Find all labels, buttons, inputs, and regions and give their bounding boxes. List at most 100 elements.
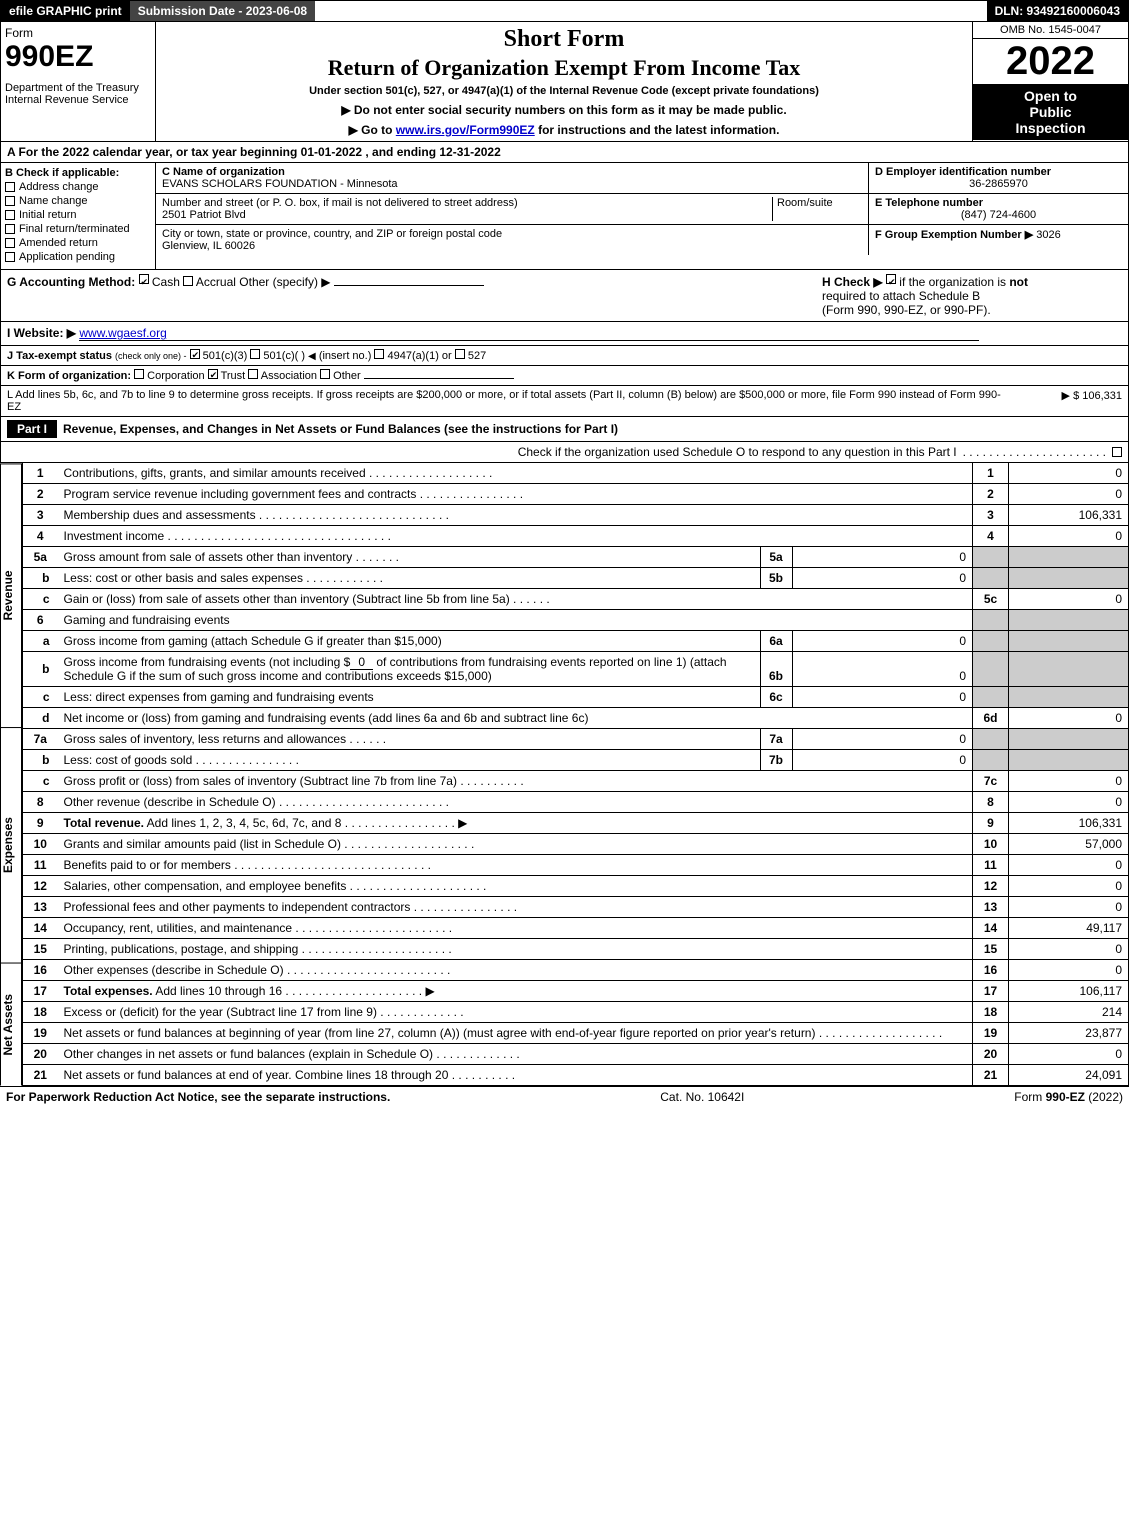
footer-right: Form 990-EZ (2022) [1014, 1090, 1123, 1104]
section-k-org-type: K Form of organization: Corporation Trus… [0, 366, 1129, 386]
efile-label: efile GRAPHIC print [1, 1, 130, 21]
checkbox-icon[interactable] [5, 182, 15, 192]
table-row: aGross income from gaming (attach Schedu… [23, 631, 1129, 652]
submission-date: Submission Date - 2023-06-08 [130, 1, 315, 21]
table-row: 8Other revenue (describe in Schedule O) … [23, 792, 1129, 813]
d-label: D Employer identification number [875, 166, 1122, 178]
check-final-return[interactable]: Final return/terminated [5, 223, 151, 235]
org-name: EVANS SCHOLARS FOUNDATION - Minnesota [162, 178, 862, 190]
check-app-pending[interactable]: Application pending [5, 251, 151, 263]
table-row: 3Membership dues and assessments . . . .… [23, 505, 1129, 526]
table-row: cGain or (loss) from sale of assets othe… [23, 589, 1129, 610]
section-l-gross-receipts: L Add lines 5b, 6c, and 7b to line 9 to … [0, 386, 1129, 417]
side-net-assets: Net Assets [0, 963, 22, 1086]
street-block: Number and street (or P. O. box, if mail… [156, 194, 868, 225]
checkbox-trust-icon[interactable] [208, 369, 218, 379]
instr-goto: ▶ Go to www.irs.gov/Form990EZ for instru… [160, 123, 968, 137]
d-ein-block: D Employer identification number 36-2865… [869, 163, 1128, 194]
top-bar: efile GRAPHIC print Submission Date - 20… [0, 0, 1129, 22]
header-right: OMB No. 1545-0047 2022 Open to Public In… [973, 22, 1128, 141]
footer-center: Cat. No. 10642I [660, 1090, 744, 1104]
part-1-check-line: Check if the organization used Schedule … [0, 442, 1129, 463]
city-block: City or town, state or province, country… [156, 225, 868, 255]
check-initial-return[interactable]: Initial return [5, 209, 151, 221]
table-row: 9Total revenue. Add lines 1, 2, 3, 4, 5c… [23, 813, 1129, 834]
subtitle: Under section 501(c), 527, or 4947(a)(1)… [160, 85, 968, 97]
f-group-block: F Group Exemption Number ▶ 3026 [869, 225, 1128, 244]
table-row: 18Excess or (deficit) for the year (Subt… [23, 1002, 1129, 1023]
checkbox-accrual-icon[interactable] [183, 276, 193, 286]
page-footer: For Paperwork Reduction Act Notice, see … [0, 1086, 1129, 1107]
b-label: B Check if applicable: [5, 167, 151, 179]
instr-pre: ▶ Go to [349, 123, 396, 137]
instr-ssn: ▶ Do not enter social security numbers o… [160, 103, 968, 117]
form-label: Form [5, 26, 151, 40]
g-accounting: G Accounting Method: Cash Accrual Other … [7, 274, 484, 289]
form-number: 990EZ [5, 40, 151, 74]
h-schedule-b: H Check ▶ if the organization is not req… [822, 274, 1122, 317]
city-value: Glenview, IL 60026 [162, 240, 862, 252]
part-1-title: Revenue, Expenses, and Changes in Net As… [63, 422, 618, 436]
check-address-change[interactable]: Address change [5, 181, 151, 193]
checkbox-527-icon[interactable] [455, 349, 465, 359]
checkbox-icon[interactable] [5, 210, 15, 220]
other-org-input[interactable] [364, 378, 514, 379]
section-i-website: I Website: ▶ www.wgaesf.org [0, 322, 1129, 346]
table-row: 13Professional fees and other payments t… [23, 897, 1129, 918]
part-1-header: Part I Revenue, Expenses, and Changes in… [0, 417, 1129, 442]
check-name-change[interactable]: Name change [5, 195, 151, 207]
public: Public [977, 104, 1124, 120]
checkbox-icon[interactable] [5, 238, 15, 248]
checkbox-other-icon[interactable] [320, 369, 330, 379]
table-row: dNet income or (loss) from gaming and fu… [23, 708, 1129, 729]
row-a-tax-year: A For the 2022 calendar year, or tax yea… [0, 142, 1129, 163]
g-label: G Accounting Method: [7, 275, 135, 289]
omb-number: OMB No. 1545-0047 [973, 22, 1128, 39]
checkbox-corp-icon[interactable] [134, 369, 144, 379]
checkbox-icon[interactable] [5, 224, 15, 234]
checkbox-cash-icon[interactable] [139, 274, 149, 284]
side-revenue: Revenue [0, 463, 22, 727]
i-label: I Website: ▶ [7, 326, 76, 340]
ein-value: 36-2865970 [875, 178, 1122, 190]
table-row: bLess: cost of goods sold . . . . . . . … [23, 750, 1129, 771]
j-label: J Tax-exempt status [7, 350, 112, 362]
street-value: 2501 Patriot Blvd [162, 209, 772, 221]
checkbox-schedule-o-icon[interactable] [1112, 447, 1122, 457]
l-text: L Add lines 5b, 6c, and 7b to line 9 to … [7, 389, 1002, 413]
tax-year: 2022 [973, 39, 1128, 84]
checkbox-h-icon[interactable] [886, 274, 896, 284]
section-g-h: G Accounting Method: Cash Accrual Other … [0, 270, 1129, 322]
c-label: C Name of organization [162, 166, 862, 178]
header-center: Short Form Return of Organization Exempt… [156, 22, 973, 141]
checkbox-501c3-icon[interactable] [190, 349, 200, 359]
side-expenses: Expenses [0, 727, 22, 963]
table-row: 1Contributions, gifts, grants, and simil… [23, 463, 1129, 484]
checkbox-assoc-icon[interactable] [248, 369, 258, 379]
checkbox-icon[interactable] [5, 196, 15, 206]
table-row: 14Occupancy, rent, utilities, and mainte… [23, 918, 1129, 939]
table-row: 16Other expenses (describe in Schedule O… [23, 960, 1129, 981]
footer-left: For Paperwork Reduction Act Notice, see … [6, 1090, 390, 1104]
checkbox-icon[interactable] [5, 252, 15, 262]
room-label: Room/suite [772, 197, 862, 221]
main-content: Revenue Expenses Net Assets 1Contributio… [0, 463, 1129, 1086]
irs-link[interactable]: www.irs.gov/Form990EZ [396, 123, 535, 137]
dln-label: DLN: 93492160006043 [987, 1, 1128, 21]
col-c-name-address: C Name of organization EVANS SCHOLARS FO… [156, 163, 1128, 269]
checkbox-501c-icon[interactable] [250, 349, 260, 359]
table-row: 12Salaries, other compensation, and empl… [23, 876, 1129, 897]
website-link[interactable]: www.wgaesf.org [79, 326, 979, 341]
k-label: K Form of organization: [7, 370, 131, 382]
other-specify-input[interactable] [334, 285, 484, 286]
section-b-through-f: B Check if applicable: Address change Na… [0, 163, 1129, 270]
table-row: 6Gaming and fundraising events [23, 610, 1129, 631]
e-phone-block: E Telephone number (847) 724-4600 [869, 194, 1128, 225]
table-row: 2Program service revenue including gover… [23, 484, 1129, 505]
checkbox-4947-icon[interactable] [374, 349, 384, 359]
table-row: 10Grants and similar amounts paid (list … [23, 834, 1129, 855]
check-amended[interactable]: Amended return [5, 237, 151, 249]
street-label: Number and street (or P. O. box, if mail… [162, 197, 772, 209]
table-row: cGross profit or (loss) from sales of in… [23, 771, 1129, 792]
table-row: 5aGross amount from sale of assets other… [23, 547, 1129, 568]
